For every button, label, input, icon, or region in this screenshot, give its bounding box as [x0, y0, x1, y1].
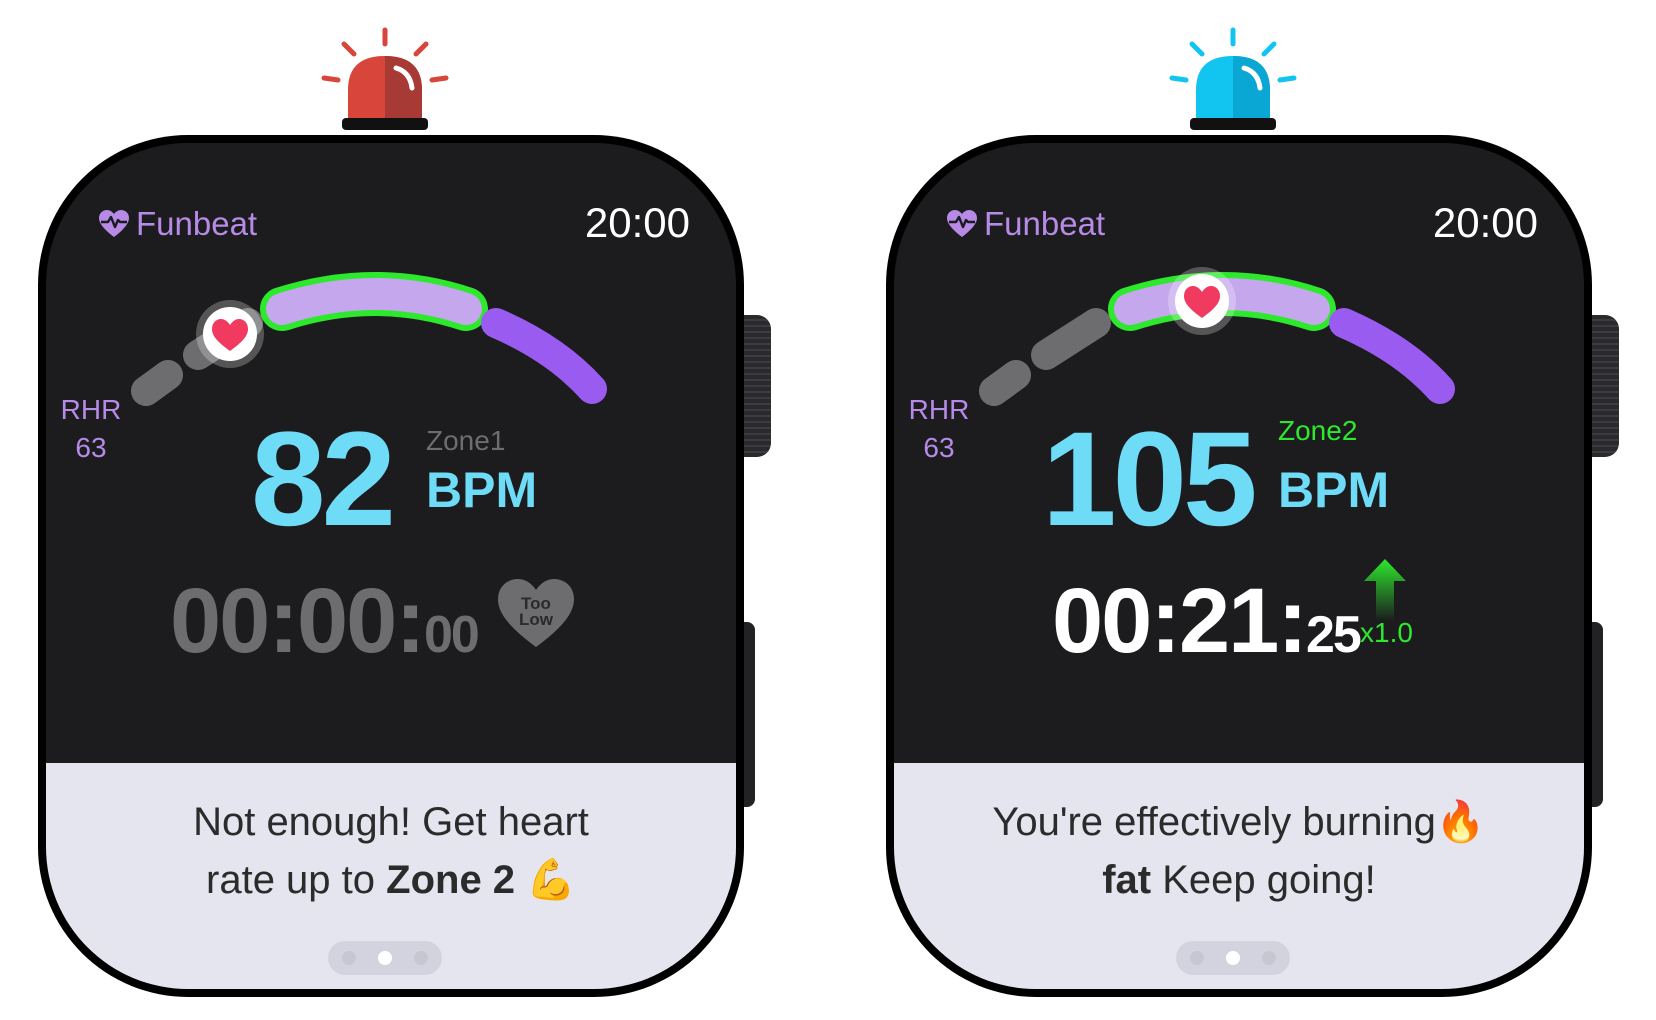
- rhr-display: RHR 63: [904, 391, 974, 467]
- workout-timer: 00:21:25: [1052, 575, 1362, 667]
- zone-0-segment: [131, 360, 183, 406]
- page-dot-active[interactable]: [1226, 951, 1240, 965]
- page-dot[interactable]: [1190, 951, 1204, 965]
- page-dot[interactable]: [342, 951, 356, 965]
- zone-label: Zone1: [426, 425, 506, 456]
- status-badge-line2: Low: [519, 610, 554, 629]
- status-badge-line1: Too: [521, 594, 551, 613]
- message-panel: You're effectively burning🔥 fat Keep goi…: [894, 763, 1584, 989]
- heart-pulse-icon: [947, 210, 977, 237]
- message-bold: Zone 2: [386, 858, 516, 902]
- message-panel: Not enough! Get heart rate up to Zone 2 …: [46, 763, 736, 989]
- multiplier-label: x1.0: [1360, 617, 1413, 648]
- coach-message: You're effectively burning🔥 fat Keep goi…: [954, 793, 1524, 909]
- heart-marker-icon: [196, 300, 264, 368]
- brand-logo: Funbeat: [98, 205, 257, 243]
- rhr-value: 63: [923, 432, 955, 463]
- watch-screen: Funbeat 20:00 RHR 63 82 Zone1 BPM 00:00:…: [46, 143, 736, 989]
- watch-screen: Funbeat 20:00 RHR 63 105 Zone2 BPM 00:21…: [894, 143, 1584, 989]
- bpm-value: 105: [1042, 405, 1258, 554]
- watch-1: Funbeat 20:00 RHR 63 82 Zone1 BPM 00:00:…: [0, 0, 790, 1020]
- side-button[interactable]: [741, 622, 755, 807]
- message-bold: fat: [1102, 858, 1152, 902]
- timer-centiseconds: 00: [423, 606, 480, 664]
- zone-label: Zone2: [1278, 415, 1358, 446]
- bpm-unit: BPM: [426, 462, 538, 518]
- timer-main: 00:00:: [170, 570, 426, 672]
- page-indicator[interactable]: [328, 941, 442, 975]
- siren-red-icon: [321, 27, 449, 130]
- heart-rate-zone-gauge: [131, 272, 607, 406]
- message-post: Keep going!: [1151, 858, 1376, 902]
- clock-time: 20:00: [1432, 199, 1538, 246]
- rhr-display: RHR 63: [56, 391, 126, 467]
- bpm-unit: BPM: [1278, 462, 1390, 518]
- message-line1: You're effectively burning🔥: [992, 800, 1486, 844]
- page-indicator[interactable]: [1176, 941, 1290, 975]
- zone-3-segment: [481, 308, 607, 404]
- bpm-value: 82: [251, 405, 396, 554]
- heart-pulse-icon: [99, 210, 129, 237]
- digital-crown[interactable]: [741, 315, 771, 457]
- page-dot-active[interactable]: [378, 951, 392, 965]
- heart-marker-icon: [1168, 267, 1236, 335]
- message-line1: Not enough! Get heart: [193, 800, 589, 844]
- rhr-value: 63: [75, 432, 107, 463]
- zone-2-segment-fill: [266, 278, 482, 325]
- watch-2: Funbeat 20:00 RHR 63 105 Zone2 BPM 00:21…: [848, 0, 1638, 1020]
- timer-centiseconds: 25: [1305, 606, 1362, 664]
- too-low-heart-icon: Too Low: [498, 579, 574, 647]
- clock-time: 20:00: [584, 199, 690, 246]
- zone-3-segment: [1329, 308, 1455, 404]
- rhr-label: RHR: [908, 394, 970, 425]
- zone-1-segment: [1031, 308, 1111, 370]
- page-dot[interactable]: [1262, 951, 1276, 965]
- heart-rate-zone-gauge: [979, 267, 1455, 406]
- coach-message: Not enough! Get heart rate up to Zone 2 …: [106, 793, 676, 909]
- arrow-up-icon: [1364, 559, 1406, 621]
- page-dot[interactable]: [414, 951, 428, 965]
- digital-crown[interactable]: [1589, 315, 1619, 457]
- siren-blue-icon: [1169, 27, 1297, 130]
- timer-main: 00:21:: [1052, 570, 1308, 672]
- brand-name: Funbeat: [136, 205, 258, 242]
- side-button[interactable]: [1589, 622, 1603, 807]
- message-post: 💪: [515, 858, 576, 902]
- workout-timer: 00:00:00: [170, 575, 480, 667]
- zone-0-segment: [979, 360, 1031, 406]
- rhr-label: RHR: [60, 394, 122, 425]
- brand-name: Funbeat: [984, 205, 1106, 242]
- brand-logo: Funbeat: [946, 205, 1105, 243]
- message-pre: rate up to: [206, 858, 387, 902]
